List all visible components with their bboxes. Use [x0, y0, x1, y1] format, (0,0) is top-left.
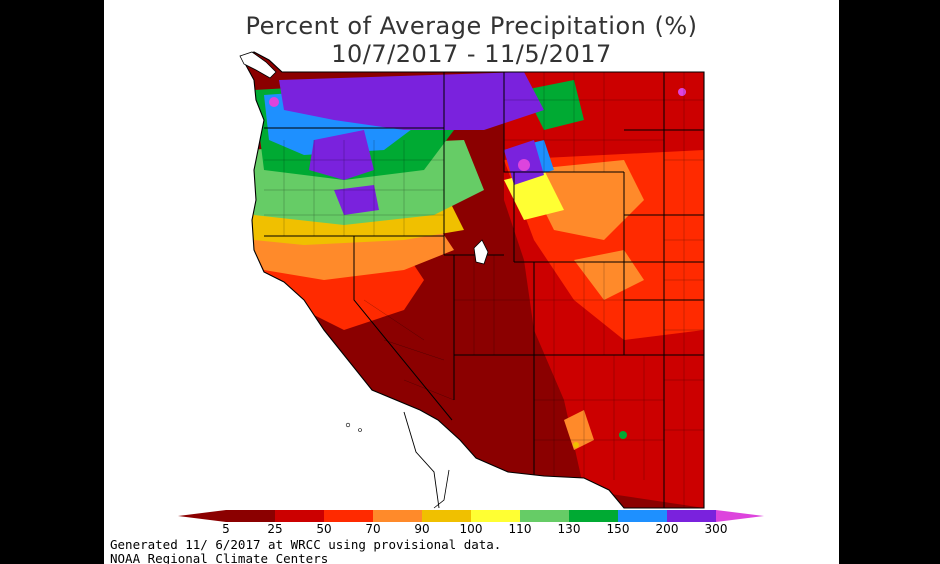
- region-300-c: [678, 88, 686, 96]
- legend-tick: 110: [508, 522, 532, 536]
- legend-bin-25: [226, 510, 275, 522]
- precipitation-map: [178, 51, 764, 522]
- legend-tick: 150: [606, 522, 630, 536]
- legend-bin-50: [275, 510, 324, 522]
- source-credit: NOAA Regional Climate Centers: [110, 551, 329, 564]
- west-coast-outline: [241, 51, 705, 509]
- legend-bin-70: [324, 510, 373, 522]
- region-300-a: [518, 159, 530, 171]
- vancouver-island: [239, 51, 277, 79]
- sonora-outline: [433, 469, 450, 509]
- legend-bin-130: [520, 510, 569, 522]
- baja-outline: [403, 411, 440, 509]
- region-130-montana: [524, 80, 584, 130]
- legend-tick: 25: [267, 522, 283, 536]
- legend-tick: 50: [316, 522, 332, 536]
- precip-field: [242, 52, 704, 508]
- legend-arrow-left: [178, 510, 226, 522]
- channel-island-2: [358, 428, 362, 432]
- channel-island: [345, 422, 351, 428]
- legend-tick: 90: [414, 522, 430, 536]
- region-300-b: [269, 97, 279, 107]
- region-70-center: [524, 160, 644, 240]
- legend-tick: 300: [704, 522, 728, 536]
- generated-note: Generated 11/ 6/2017 at WRCC using provi…: [110, 537, 502, 552]
- great-salt-lake: [473, 239, 489, 265]
- legend-bin-110: [471, 510, 520, 522]
- legend-tick: 5: [222, 522, 230, 536]
- state-borders: [264, 72, 704, 508]
- color-bar: [178, 510, 764, 522]
- map-title: Percent of Average Precipitation (%): [245, 12, 698, 40]
- legend-tick: 130: [557, 522, 581, 536]
- ca-nv-border: [353, 236, 453, 421]
- region-200-oregon: [309, 130, 374, 180]
- region-90-az: [573, 442, 579, 448]
- legend-bin-300: [667, 510, 716, 522]
- legend-bin-150: [569, 510, 618, 522]
- region-130-nm: [619, 431, 627, 439]
- mt-wy-border: [503, 72, 624, 173]
- legend-bin-100: [422, 510, 471, 522]
- map-date-range: 10/7/2017 - 11/5/2017: [331, 40, 612, 68]
- region-200-north: [279, 72, 544, 130]
- legend-tick: 100: [459, 522, 483, 536]
- legend-bin-90: [373, 510, 422, 522]
- legend-tick: 70: [365, 522, 381, 536]
- legend-arrow-right: [716, 510, 764, 522]
- county-lines: [264, 72, 704, 508]
- region-200-nevada: [334, 185, 379, 215]
- legend-tick: 200: [655, 522, 679, 536]
- legend-bin-200: [618, 510, 667, 522]
- map-panel: Percent of Average Precipitation (%) 10/…: [104, 0, 839, 564]
